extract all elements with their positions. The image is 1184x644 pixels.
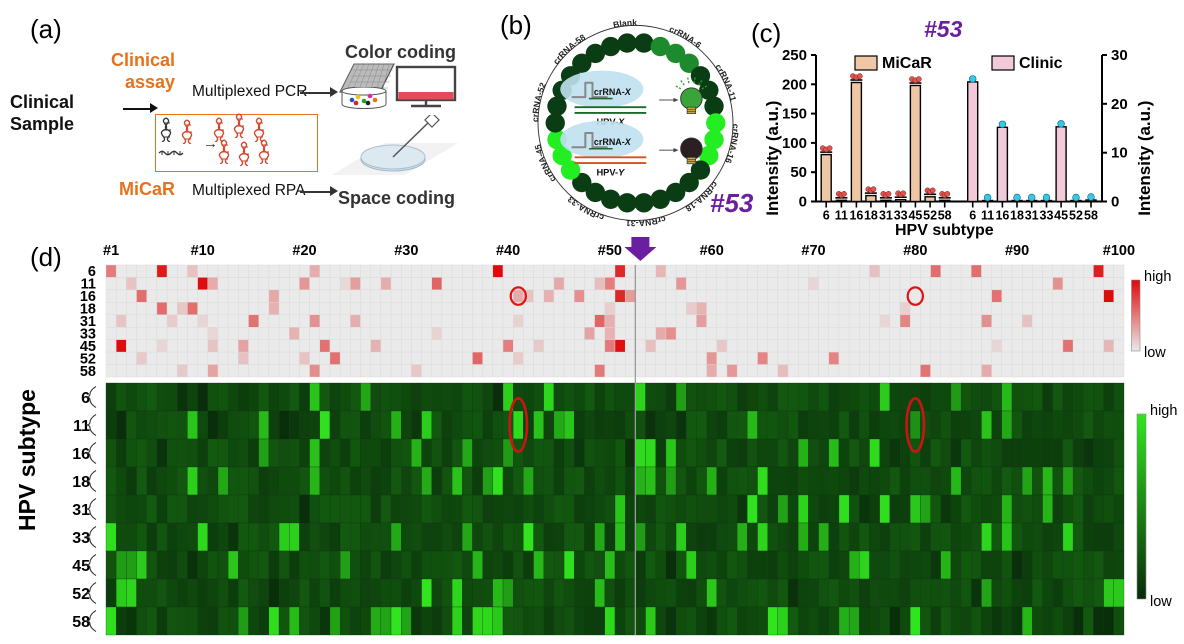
svg-text:HPV subtype: HPV subtype: [14, 389, 40, 531]
svg-text:#1: #1: [103, 243, 119, 259]
svg-text:#100: #100: [1103, 243, 1135, 259]
svg-text:45: 45: [72, 558, 90, 575]
svg-text:#10: #10: [191, 243, 215, 259]
svg-text:#90: #90: [1005, 243, 1029, 259]
svg-text:low: low: [1144, 345, 1166, 361]
svg-text:16: 16: [72, 446, 90, 463]
svg-text:31: 31: [72, 502, 90, 519]
svg-text:high: high: [1150, 403, 1177, 419]
svg-text:#40: #40: [496, 243, 520, 259]
svg-text:#80: #80: [903, 243, 927, 259]
svg-text:58: 58: [72, 614, 90, 631]
svg-text:#70: #70: [801, 243, 825, 259]
svg-text:6: 6: [81, 390, 90, 407]
svg-text:high: high: [1144, 269, 1171, 285]
svg-text:low: low: [1150, 594, 1172, 610]
svg-text:11: 11: [73, 418, 90, 435]
svg-text:#30: #30: [394, 243, 418, 259]
svg-text:#20: #20: [292, 243, 316, 259]
svg-text:33: 33: [72, 530, 90, 547]
svg-text:58: 58: [80, 364, 96, 380]
svg-text:#50: #50: [598, 243, 622, 259]
svg-text:52: 52: [72, 586, 90, 603]
svg-text:18: 18: [72, 474, 90, 491]
svg-text:#60: #60: [700, 243, 724, 259]
